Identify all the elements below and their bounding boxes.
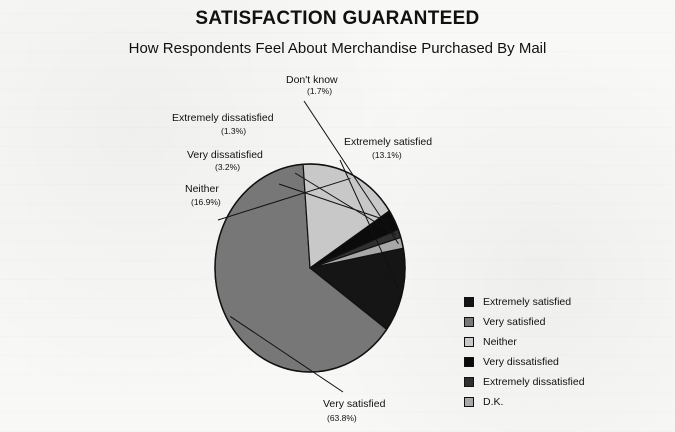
callout-very-satisfied-line [229, 315, 344, 393]
legend-swatch-extremely-satisfied [464, 297, 474, 307]
legend-item-dk: D.K. [464, 392, 654, 412]
legend-item-neither: Neither [464, 332, 654, 352]
callout-extremely-dissatisfied-line [294, 172, 397, 236]
legend-swatch-dk [464, 397, 474, 407]
callout-extremely-dissatisfied-value: (1.3%) [221, 126, 246, 136]
legend-label-very-dissatisfied: Very dissatisfied [483, 356, 559, 368]
callout-neither-label: Neither [185, 183, 219, 195]
callout-very-dissatisfied-value: (3.2%) [215, 162, 240, 172]
chart-title: SATISFACTION GUARANTEED [195, 8, 480, 29]
callout-dont-know-line [303, 100, 399, 245]
callout-extremely-dissatisfied-label: Extremely dissatisfied [172, 112, 274, 124]
legend-label-extremely-dissatisfied: Extremely dissatisfied [483, 376, 585, 388]
chart-legend: Extremely satisfied Very satisfied Neith… [464, 292, 654, 412]
pie-outline [214, 163, 406, 373]
callout-very-satisfied-value: (63.8%) [327, 413, 357, 423]
legend-item-extremely-satisfied: Extremely satisfied [464, 292, 654, 312]
legend-item-very-satisfied: Very satisfied [464, 312, 654, 332]
callout-very-dissatisfied-label: Very dissatisfied [187, 149, 263, 161]
pie-slices [214, 163, 406, 373]
callout-neither-value: (16.9%) [191, 197, 221, 207]
legend-item-extremely-dissatisfied: Extremely dissatisfied [464, 372, 654, 392]
callout-extremely-satisfied-line [339, 159, 400, 290]
legend-item-very-dissatisfied: Very dissatisfied [464, 352, 654, 372]
legend-label-extremely-satisfied: Extremely satisfied [483, 296, 572, 308]
callout-neither-line [217, 177, 351, 221]
callout-extremely-satisfied-label: Extremely satisfied [344, 136, 432, 148]
legend-label-very-satisfied: Very satisfied [483, 316, 546, 328]
legend-swatch-extremely-dissatisfied [464, 377, 474, 387]
pie-callouts: Extremely satisfied (13.1%) Very satisfied… [172, 74, 432, 423]
legend-label-neither: Neither [483, 336, 517, 348]
legend-swatch-neither [464, 337, 474, 347]
callout-very-satisfied-label: Very satisfied [323, 398, 386, 410]
legend-label-dk: D.K. [483, 396, 504, 408]
callout-dont-know-label: Don't know [286, 74, 338, 86]
callout-extremely-satisfied-value: (13.1%) [372, 150, 402, 160]
chart-subtitle: How Respondents Feel About Merchandise P… [128, 40, 547, 57]
callout-very-dissatisfied-line [278, 183, 392, 223]
legend-swatch-very-dissatisfied [464, 357, 474, 367]
legend-swatch-very-satisfied [464, 317, 474, 327]
callout-dont-know-value: (1.7%) [307, 86, 332, 96]
